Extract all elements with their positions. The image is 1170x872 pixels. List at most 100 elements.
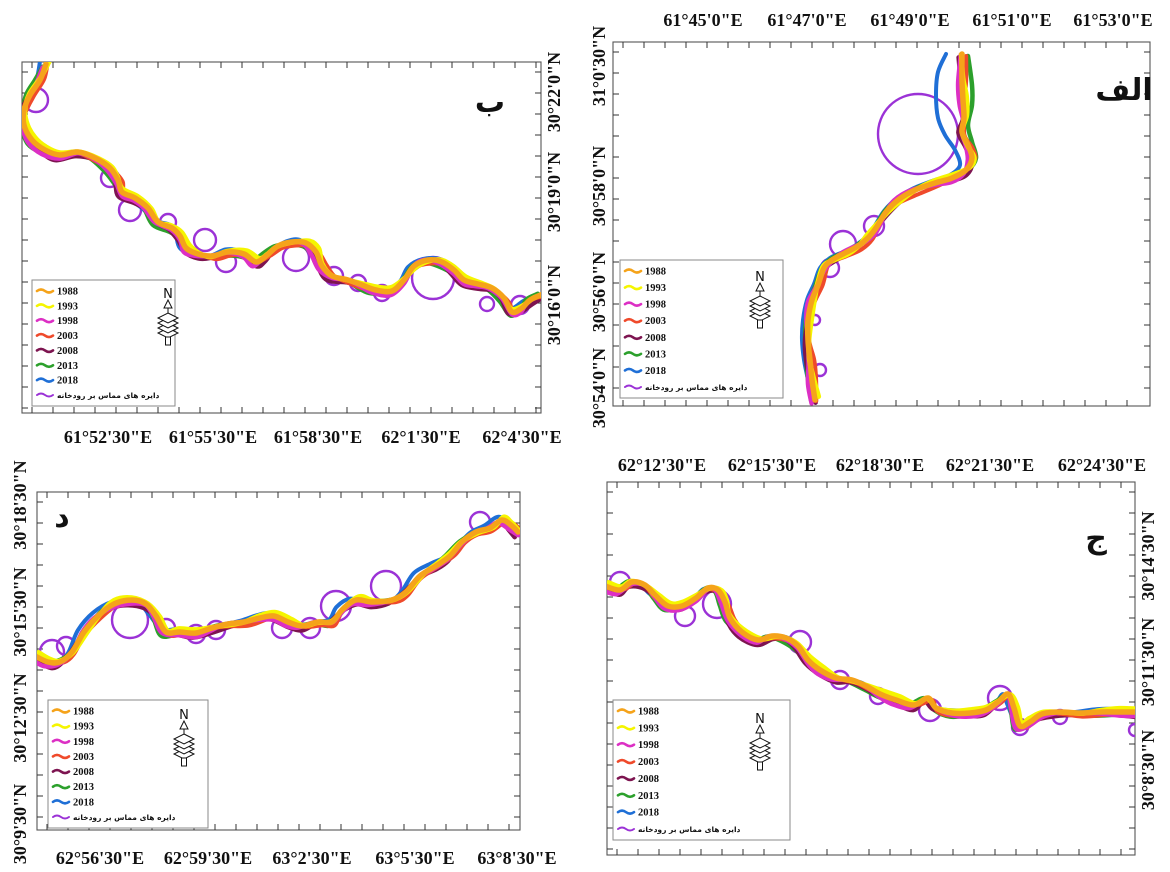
latitude-tick-label: 30°14'30"N (1138, 511, 1158, 600)
river-1988-line (804, 51, 975, 403)
longitude-tick-label: 62°59'30"E (164, 848, 252, 868)
panel-label: الف (1095, 73, 1152, 108)
legend-swatch-2018 (616, 809, 636, 815)
legend-swatch-2008 (623, 334, 643, 341)
frame-ticks (37, 492, 520, 830)
legend-swatch-1993 (616, 725, 636, 731)
latitude-tick-label: 30°8'30"N (1138, 730, 1158, 810)
river-layers (37, 510, 520, 671)
latitude-tick-label: 30°11'30"N (1138, 618, 1158, 706)
legend-swatch-1998 (35, 317, 55, 324)
legend-swatch-2003 (616, 758, 636, 765)
panel-label: ج (1085, 521, 1107, 556)
longitude-tick-label: 62°4'30"E (482, 427, 561, 447)
longitude-tick-label: 61°53'0"E (1073, 10, 1152, 30)
legend-label-2018: 2018 (73, 797, 94, 808)
river-layers (22, 62, 541, 318)
latitude-tick-label: 31°0'30"N (589, 26, 609, 106)
legend-label-1988: 1988 (638, 707, 659, 718)
tangent-circle (1127, 722, 1135, 738)
frame-ticks (607, 482, 1135, 855)
latitude-tick-label: 30°56'0"N (589, 252, 609, 332)
legend-label-2013: 2013 (73, 782, 94, 793)
legend-box (619, 259, 784, 399)
legend-swatch-1993 (35, 303, 55, 309)
legend-swatch-2013 (35, 362, 55, 369)
legend-label-1993: 1993 (57, 301, 78, 312)
longitude-tick-label: 61°47'0"E (767, 10, 846, 30)
legend-box (31, 279, 176, 407)
north-label: N (163, 287, 173, 302)
longitude-tick-label: 62°1'30"E (381, 427, 460, 447)
legend-label-2008: 2008 (57, 346, 78, 357)
legend-label-1998: 1998 (73, 737, 94, 748)
latitude-tick-label: 30°19'0"N (544, 152, 564, 232)
longitude-tick-label: 62°21'30"E (946, 455, 1034, 475)
legend-label-2013: 2013 (645, 349, 666, 360)
longitude-tick-label: 61°49'0"E (870, 10, 949, 30)
legend-label-2013: 2013 (57, 361, 78, 372)
latitude-tick-label: 30°58'0"N (589, 146, 609, 226)
latitude-tick-label: 30°12'30"N (10, 673, 30, 762)
north-label: N (755, 270, 765, 285)
legend-label-circles: دایره های مماس بر رودخانه (57, 391, 160, 400)
legend-swatch-2008 (35, 347, 55, 354)
legend-label-circles: دایره های مماس بر رودخانه (638, 825, 741, 834)
longitude-tick-label: 62°12'30"E (618, 455, 706, 475)
river-1988-line (607, 579, 1135, 730)
map-panel-jim: 1988 1993 1998 2003 2008 2013 2018 دایره های مم… (606, 455, 1158, 856)
river-1988-line (22, 62, 541, 316)
map-panel-alef: 1988 1993 1998 2003 2008 2013 2018 دایره های مم… (589, 10, 1153, 428)
legend-label-2008: 2008 (73, 767, 94, 778)
legend-swatch-1998 (51, 738, 71, 745)
map-panel-be: 1988 1993 1998 2003 2008 2013 2018 دایره های مم… (21, 52, 564, 447)
frame-ticks (22, 62, 541, 413)
latitude-tick-label: 30°22'0"N (544, 52, 564, 132)
legend-label-circles: دایره های مماس بر رودخانه (645, 383, 748, 392)
legend-label-2003: 2003 (645, 316, 666, 327)
legend-label-1998: 1998 (638, 740, 659, 751)
legend-swatch-1988 (616, 708, 636, 714)
legend-swatch-1993 (51, 723, 71, 729)
legend-swatch-2013 (616, 792, 636, 799)
legend-swatch-2008 (51, 768, 71, 775)
latitude-tick-label: 30°16'0"N (544, 265, 564, 345)
legend-swatch-1988 (51, 708, 71, 714)
legend-swatch-2003 (623, 317, 643, 324)
legend-label-1988: 1988 (73, 707, 94, 718)
legend-label-1998: 1998 (645, 300, 666, 311)
longitude-tick-label: 61°52'30"E (64, 427, 152, 447)
longitude-tick-label: 61°55'30"E (169, 427, 257, 447)
longitude-tick-label: 63°2'30"E (272, 848, 351, 868)
longitude-tick-label: 63°8'30"E (477, 848, 556, 868)
legend-swatch-circles (617, 826, 635, 832)
legend-label-1993: 1993 (638, 723, 659, 734)
latitude-tick-label: 30°18'30"N (10, 460, 30, 549)
legend-label-2003: 2003 (638, 757, 659, 768)
legend-swatch-1998 (623, 301, 643, 307)
legend-swatch-2003 (35, 332, 55, 339)
legend-label-2018: 2018 (645, 366, 666, 377)
river-1988-line (37, 517, 520, 666)
legend-swatch-circles (36, 392, 54, 398)
latitude-tick-label: 30°9'30"N (10, 784, 30, 864)
legend-swatch-2018 (35, 377, 55, 383)
longitude-tick-label: 62°15'30"E (728, 455, 816, 475)
legend-swatch-1998 (616, 741, 636, 748)
legend-swatch-2003 (51, 753, 71, 760)
legend-label-circles: دایره های مماس بر رودخانه (73, 813, 176, 822)
legend-swatch-1988 (35, 288, 55, 294)
north-arrow-icon: N (156, 287, 180, 346)
legend-swatch-2013 (51, 783, 71, 790)
legend-label-2008: 2008 (645, 333, 666, 344)
legend-swatch-circles (624, 384, 642, 390)
legend-swatch-2018 (623, 367, 643, 374)
river-layers (799, 51, 979, 406)
longitude-tick-label: 61°58'30"E (274, 427, 362, 447)
map-legend: 1988 1993 1998 2003 2008 2013 2018 دایره های مم… (31, 279, 176, 407)
north-label: N (755, 712, 765, 727)
longitude-tick-label: 63°5'30"E (375, 848, 454, 868)
legend-label-1993: 1993 (73, 722, 94, 733)
north-arrow-icon: N (748, 270, 772, 329)
